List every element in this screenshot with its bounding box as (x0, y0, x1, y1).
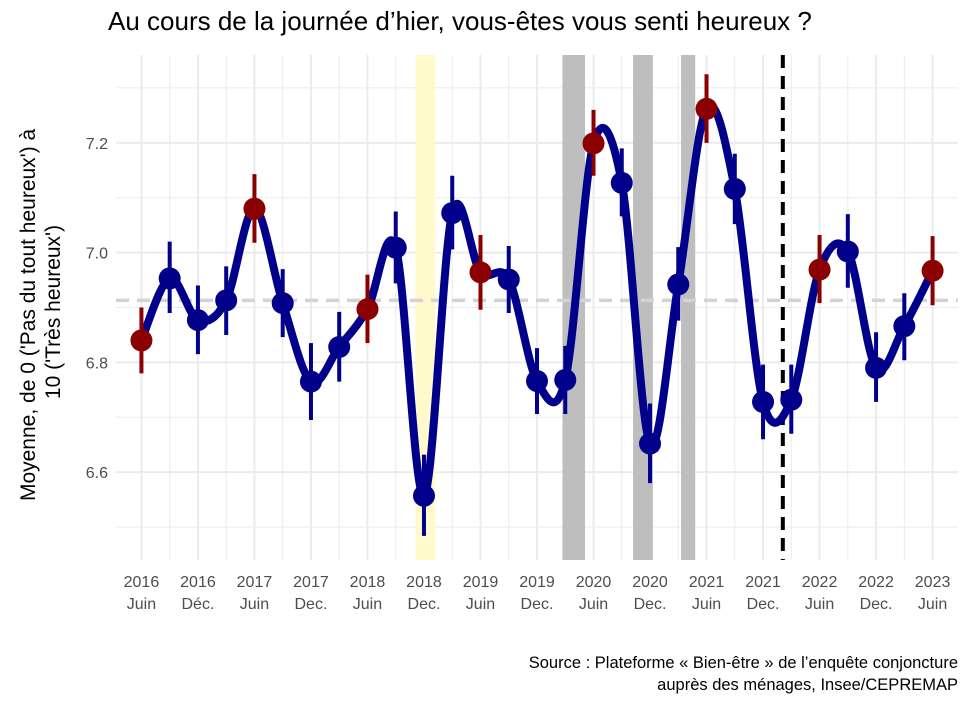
x-tick-year: 2018 (350, 574, 386, 591)
x-tick-label: 2020 Dec. (632, 574, 668, 613)
data-point (667, 273, 690, 296)
y-tick-label: 7.2 (86, 136, 108, 153)
x-tick-label: 2023 Juin (915, 574, 951, 613)
x-axis-ticks: 2016 Juin 2016 Déc. 2017 Juin 2017 Dec. 2018 Juin… (124, 574, 951, 613)
source-caption: Source : Plateforme « Bien-être » de l’e… (529, 652, 958, 696)
data-point (836, 240, 859, 263)
x-tick-label: 2017 Dec. (293, 574, 329, 613)
data-point (215, 289, 238, 312)
x-tick-year: 2016 (124, 574, 160, 591)
x-tick-year: 2016 (180, 574, 216, 591)
data-point (299, 370, 322, 393)
x-tick-period: Dec. (408, 596, 441, 613)
data-point-highlight (243, 197, 266, 220)
x-tick-period: Juin (692, 596, 721, 613)
data-point (639, 432, 662, 455)
x-tick-year: 2022 (858, 574, 894, 591)
data-point (328, 336, 351, 359)
data-point (752, 390, 775, 413)
x-tick-period: Juin (466, 596, 495, 613)
x-tick-period: Dec. (521, 596, 554, 613)
x-tick-period: Juin (353, 596, 382, 613)
y-axis-label-line-1: Moyenne, de 0 ('Pas du tout heureux') à (17, 128, 40, 501)
data-point-highlight (469, 261, 492, 284)
data-point-highlight (130, 329, 153, 352)
data-point-highlight (808, 258, 831, 281)
x-tick-year: 2020 (576, 574, 612, 591)
source-caption-line-2: auprès des ménages, Insee/CEPREMAP (657, 676, 958, 694)
x-tick-period: Juin (918, 596, 947, 613)
x-tick-label: 2016 Déc. (180, 574, 216, 613)
y-axis-label-line-2: 10 ('Très heureux') (42, 225, 65, 399)
data-point (497, 268, 520, 291)
x-tick-label: 2019 Dec. (519, 574, 555, 613)
data-point (865, 356, 888, 379)
data-point (610, 171, 633, 194)
x-tick-label: 2019 Juin (463, 574, 499, 613)
x-tick-period: Juin (579, 596, 608, 613)
data-point (526, 370, 548, 393)
y-axis-ticks: 6.6 6.8 7.0 7.2 (86, 136, 108, 482)
data-points (130, 97, 944, 507)
data-point (554, 368, 577, 391)
x-tick-label: 2016 Juin (124, 574, 160, 613)
x-tick-year: 2020 (632, 574, 668, 591)
y-tick-label: 6.8 (86, 355, 108, 372)
data-point-highlight (695, 97, 718, 120)
x-tick-year: 2017 (237, 574, 273, 591)
data-point (384, 236, 407, 259)
y-tick-label: 7.0 (86, 246, 108, 263)
x-tick-year: 2023 (915, 574, 951, 591)
x-tick-label: 2021 Juin (689, 574, 725, 613)
data-point (780, 388, 803, 411)
data-point-highlight (356, 298, 379, 321)
data-point (893, 315, 916, 338)
x-tick-label: 2021 Dec. (745, 574, 781, 613)
x-tick-label: 2022 Juin (802, 574, 838, 613)
happiness-series (137, 101, 937, 500)
x-tick-year: 2022 (802, 574, 838, 591)
x-tick-year: 2018 (406, 574, 442, 591)
data-point (441, 202, 464, 225)
series-line (137, 101, 937, 500)
x-tick-period: Dec. (295, 596, 328, 613)
x-tick-year: 2021 (689, 574, 725, 591)
data-point-highlight (921, 259, 944, 282)
x-tick-label: 2018 Juin (350, 574, 386, 613)
x-tick-label: 2022 Dec. (858, 574, 894, 613)
data-point-highlight (582, 132, 605, 155)
x-tick-period: Juin (805, 596, 834, 613)
chart-title: Au cours de la journée d’hier, vous-êtes… (108, 6, 812, 36)
x-tick-period: Dec. (747, 596, 780, 613)
data-point (412, 484, 435, 507)
x-tick-year: 2019 (463, 574, 499, 591)
data-point (186, 309, 209, 332)
source-caption-line-1: Source : Plateforme « Bien-être » de l’e… (528, 654, 958, 672)
x-tick-period: Dec. (634, 596, 667, 613)
data-point (723, 177, 746, 200)
y-axis-label: Moyenne, de 0 ('Pas du tout heureux') à … (17, 123, 65, 501)
x-tick-year: 2021 (745, 574, 781, 591)
grid-lines (116, 55, 958, 560)
data-point (271, 292, 294, 315)
data-point (158, 267, 181, 290)
x-tick-period: Juin (127, 596, 156, 613)
x-tick-period: Dec. (860, 596, 893, 613)
x-tick-label: 2017 Juin (237, 574, 273, 613)
x-tick-period: Juin (240, 596, 269, 613)
x-tick-year: 2019 (519, 574, 555, 591)
shaded-period (681, 55, 696, 560)
x-tick-year: 2017 (293, 574, 329, 591)
x-tick-period: Déc. (181, 596, 214, 613)
x-tick-label: 2018 Dec. (406, 574, 442, 613)
y-tick-label: 6.6 (86, 465, 108, 482)
x-tick-label: 2020 Juin (576, 574, 612, 613)
